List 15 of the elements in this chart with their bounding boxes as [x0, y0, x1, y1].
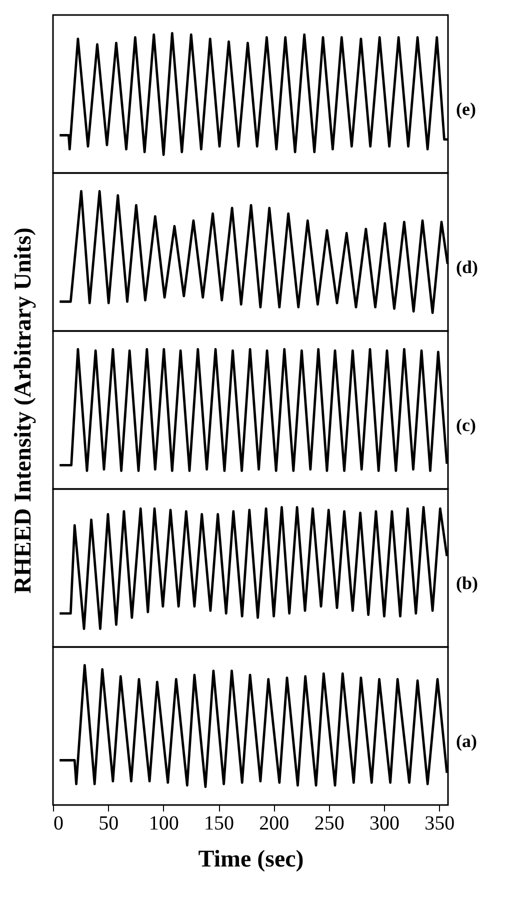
x-tick-label: 200: [259, 812, 290, 834]
x-tick-label: 350: [424, 812, 455, 834]
x-tick-label: 0: [54, 812, 64, 834]
text: (e): [456, 98, 476, 119]
text: (d): [456, 256, 478, 277]
x-axis-title: Time (sec): [198, 846, 304, 872]
text: (a): [456, 730, 477, 751]
x-tick-label: 150: [204, 812, 234, 834]
text: (b): [456, 572, 478, 593]
y-axis-title: RHEED Intensity (Arbitrary Units): [10, 228, 36, 594]
x-tick-label: 300: [370, 812, 400, 834]
x-tick-label: 100: [148, 812, 179, 834]
x-tick-label: 250: [314, 812, 344, 834]
x-tick-label: 50: [98, 812, 119, 834]
text: (c): [456, 414, 476, 435]
